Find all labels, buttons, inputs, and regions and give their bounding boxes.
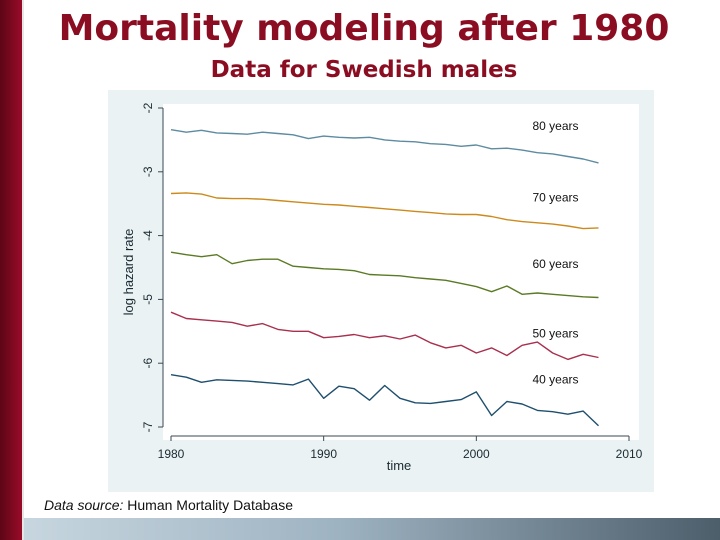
series-label: 80 years: [533, 119, 579, 133]
left-accent-divider: [22, 0, 24, 540]
caption-text: Human Mortality Database: [123, 497, 294, 513]
chart-panel: -7 -6 -5 -4 -3 -2 1980 1990 2000 2010 80 years 70 …: [108, 90, 654, 492]
x-tick-label: 2010: [616, 447, 643, 461]
series-line-60-years: [170, 251, 599, 299]
y-tick-label: -3: [141, 166, 155, 177]
y-tick-label: -2: [141, 102, 155, 113]
series-label: 60 years: [533, 257, 579, 271]
plot-area: [163, 104, 639, 440]
series-line-80-years: [170, 129, 599, 164]
x-tick-label: 2000: [463, 447, 490, 461]
series-label: 70 years: [533, 191, 579, 205]
caption-label: Data source:: [44, 497, 124, 513]
y-axis-label: log hazard rate: [121, 229, 136, 316]
series-label: 40 years: [533, 372, 579, 386]
x-tick-label: 1990: [310, 447, 337, 461]
y-tick-label: -5: [141, 294, 155, 305]
left-accent-bar: [0, 0, 24, 540]
series-line-70-years: [170, 192, 599, 230]
slide-subtitle: Data for Swedish males: [210, 57, 518, 83]
y-tick-label: -7: [141, 421, 155, 432]
x-tick-label: 1980: [158, 447, 185, 461]
series-label: 50 years: [533, 327, 579, 341]
series-labels: 80 years 70 years 60 years 50 years 40 years: [533, 119, 579, 386]
data-source-caption: Data source: Human Mortality Database: [44, 497, 293, 513]
axes: -7 -6 -5 -4 -3 -2 1980 1990 2000 2010: [141, 102, 643, 461]
series-lines: [170, 129, 599, 427]
bottom-gradient-bar: [24, 518, 720, 540]
chart-svg: -7 -6 -5 -4 -3 -2 1980 1990 2000 2010 80 years 70 …: [121, 102, 643, 473]
x-axis-label: time: [387, 458, 412, 473]
series-line-40-years: [170, 374, 599, 427]
series-line-50-years: [170, 311, 599, 361]
y-tick-label: -6: [141, 358, 155, 369]
y-tick-label: -4: [141, 230, 155, 241]
slide-title: Mortality modeling after 1980: [58, 8, 670, 49]
